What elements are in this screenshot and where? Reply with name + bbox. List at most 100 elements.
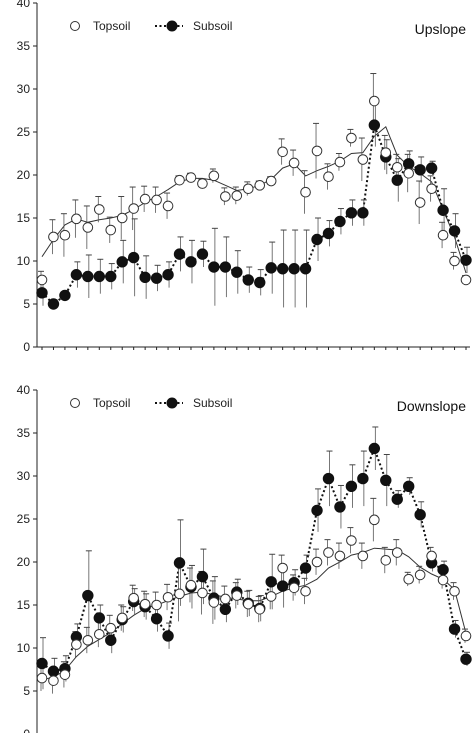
subsoil-point: [265, 262, 277, 274]
topsoil-point: [311, 145, 323, 157]
subsoil-point: [208, 261, 220, 273]
subsoil-point: [105, 270, 117, 283]
topsoil-point: [231, 590, 243, 601]
topsoil-point: [300, 186, 311, 198]
legend-marker-topsoil: [70, 398, 80, 408]
topsoil-point: [380, 147, 392, 158]
topsoil-point: [346, 535, 357, 546]
subsoil-point: [93, 270, 105, 283]
topsoil-point: [391, 161, 403, 173]
subsoil-point: [150, 613, 163, 625]
topsoil-point: [128, 592, 139, 604]
subsoil-point: [47, 665, 60, 677]
topsoil-point: [254, 604, 266, 615]
topsoil-point: [162, 200, 174, 212]
topsoil-point: [449, 255, 460, 267]
subsoil-point: [357, 207, 369, 219]
topsoil-point: [116, 612, 128, 624]
topsoil-point: [151, 194, 162, 206]
topsoil-point: [116, 212, 128, 224]
topsoil-point: [288, 582, 300, 594]
subsoil-point: [345, 480, 358, 493]
subsoil-point: [403, 480, 415, 493]
subsoil-point: [59, 289, 71, 302]
topsoil-point: [174, 588, 185, 600]
subsoil-point: [196, 248, 209, 260]
subsoil-point: [242, 274, 254, 286]
topsoil-point: [220, 593, 231, 605]
topsoil-point: [460, 630, 472, 642]
topsoil-point: [414, 197, 426, 208]
topsoil-point: [139, 598, 151, 610]
topsoil-trend-line: [41, 547, 467, 681]
topsoil-point: [231, 190, 243, 201]
subsoil-point: [460, 254, 472, 266]
topsoil-point: [36, 274, 48, 286]
subsoil-point: [368, 442, 381, 455]
topsoil-point: [59, 669, 71, 680]
topsoil-point: [277, 562, 288, 574]
subsoil-point: [36, 657, 48, 670]
topsoil-point: [71, 639, 82, 650]
topsoil-point: [174, 174, 185, 186]
subsoil-point: [93, 612, 105, 624]
y-tick-label: 35: [17, 39, 31, 53]
legend: Topsoil Subsoil: [70, 396, 232, 410]
y-tick-label: 25: [17, 125, 31, 139]
topsoil-point: [93, 204, 105, 215]
y-tick-label: 0: [23, 340, 30, 354]
topsoil-point: [437, 574, 449, 586]
subsoil-point: [368, 119, 381, 131]
legend-marker-topsoil: [70, 21, 80, 31]
subsoil-point: [299, 562, 312, 574]
subsoil-point: [139, 271, 151, 284]
topsoil-point: [197, 587, 208, 599]
subsoil-point: [173, 557, 186, 569]
topsoil-point: [334, 156, 346, 168]
subsoil-point: [47, 298, 60, 310]
y-tick-label: 5: [23, 684, 30, 698]
subsoil-point: [357, 472, 369, 485]
subsoil-point: [82, 270, 94, 283]
subsoil-point: [162, 630, 174, 642]
subsoil-point: [425, 162, 438, 174]
subsoil-series-line: [41, 445, 467, 673]
topsoil-point: [300, 585, 311, 597]
chart-panel-2: 0510152025303540110114119124128133138142…: [17, 383, 472, 733]
subsoil-point: [254, 276, 266, 289]
y-tick-label: 5: [23, 297, 30, 311]
y-tick-label: 0: [23, 727, 30, 733]
subsoil-point: [403, 158, 415, 170]
y-tick-label: 10: [17, 254, 31, 268]
topsoil-point: [414, 569, 426, 581]
topsoil-point: [460, 274, 472, 286]
y-tick-label: 20: [17, 168, 31, 182]
legend-marker-subsoil: [166, 397, 178, 409]
topsoil-point: [403, 167, 415, 179]
topsoil-point: [151, 599, 162, 611]
y-tick-label: 10: [17, 641, 31, 655]
subsoil-point: [391, 493, 403, 505]
topsoil-point: [220, 191, 231, 202]
y-tick-label: 20: [17, 555, 31, 569]
topsoil-point: [357, 550, 369, 562]
topsoil-point: [197, 178, 208, 189]
subsoil-point: [345, 207, 358, 219]
topsoil-point: [426, 550, 437, 562]
subsoil-point: [265, 576, 277, 588]
subsoil-point: [448, 623, 461, 635]
topsoil-point: [334, 550, 346, 562]
topsoil-trend-line: [41, 125, 467, 274]
topsoil-point: [242, 183, 254, 195]
y-tick-label: 30: [17, 82, 31, 96]
subsoil-point: [322, 227, 335, 240]
panel-title: Upslope: [415, 21, 467, 37]
subsoil-point: [276, 580, 289, 592]
subsoil-point: [127, 251, 140, 264]
subsoil-point: [105, 634, 117, 646]
subsoil-point: [276, 263, 289, 275]
y-tick-label: 40: [17, 383, 31, 397]
legend-label-topsoil: Topsoil: [93, 396, 130, 410]
panel-title: Downslope: [397, 398, 466, 414]
